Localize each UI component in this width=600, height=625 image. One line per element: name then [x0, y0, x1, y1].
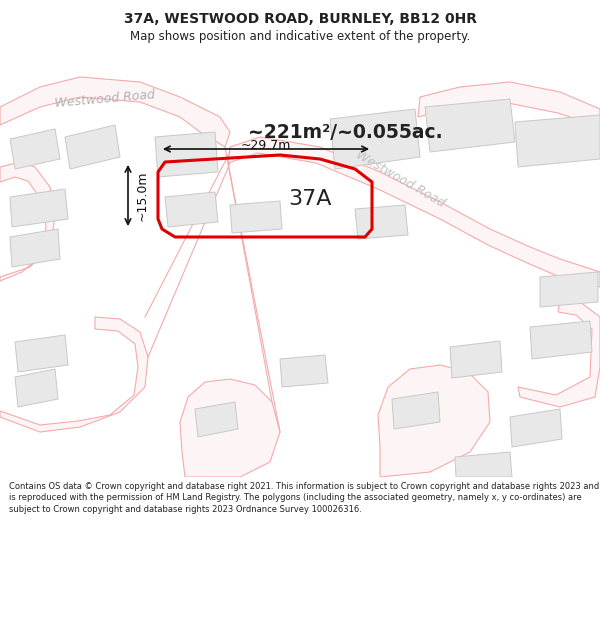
Text: Westwood Road: Westwood Road — [55, 88, 155, 110]
Polygon shape — [515, 115, 600, 167]
Polygon shape — [540, 272, 598, 307]
Polygon shape — [195, 402, 238, 437]
Polygon shape — [10, 129, 60, 169]
Text: ~15.0m: ~15.0m — [136, 170, 149, 221]
Text: Westwood Road: Westwood Road — [353, 148, 447, 210]
Text: Contains OS data © Crown copyright and database right 2021. This information is : Contains OS data © Crown copyright and d… — [9, 481, 599, 514]
Polygon shape — [15, 369, 58, 407]
Polygon shape — [0, 317, 148, 432]
Polygon shape — [65, 125, 120, 169]
Text: ~221m²/~0.055ac.: ~221m²/~0.055ac. — [248, 122, 443, 141]
Polygon shape — [165, 192, 218, 227]
Polygon shape — [518, 299, 600, 407]
Polygon shape — [418, 82, 600, 127]
Polygon shape — [450, 341, 502, 378]
Text: ~29.7m: ~29.7m — [241, 139, 291, 152]
Polygon shape — [10, 229, 60, 267]
Polygon shape — [280, 355, 328, 387]
Polygon shape — [378, 365, 490, 477]
Text: 37A: 37A — [288, 189, 332, 209]
Polygon shape — [425, 99, 515, 152]
Polygon shape — [455, 452, 512, 477]
Polygon shape — [180, 379, 280, 477]
Polygon shape — [355, 205, 408, 239]
Polygon shape — [0, 162, 55, 281]
Polygon shape — [228, 137, 600, 287]
Polygon shape — [10, 189, 68, 227]
Polygon shape — [330, 109, 420, 169]
Polygon shape — [15, 335, 68, 372]
Polygon shape — [0, 77, 230, 147]
Text: 37A, WESTWOOD ROAD, BURNLEY, BB12 0HR: 37A, WESTWOOD ROAD, BURNLEY, BB12 0HR — [124, 12, 476, 26]
Polygon shape — [230, 201, 282, 233]
Polygon shape — [155, 132, 218, 177]
Text: Map shows position and indicative extent of the property.: Map shows position and indicative extent… — [130, 30, 470, 43]
Polygon shape — [510, 409, 562, 447]
Polygon shape — [392, 392, 440, 429]
Polygon shape — [530, 321, 592, 359]
